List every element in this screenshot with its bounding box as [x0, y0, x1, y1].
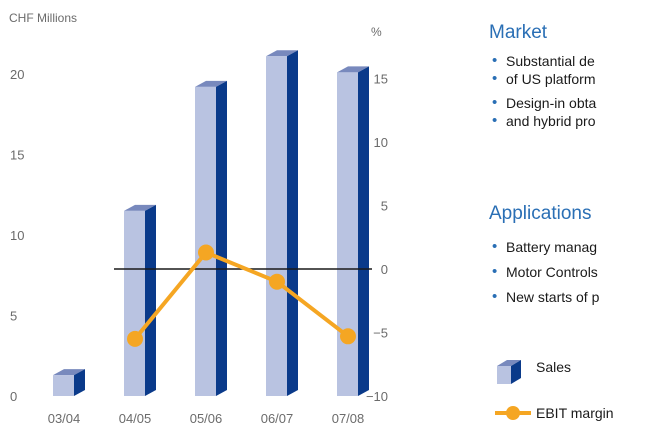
- legend-sales-swatch-icon: [497, 360, 521, 384]
- right-axis-tick-label: −5: [373, 326, 388, 341]
- x-axis-tick-label: 04/05: [119, 411, 152, 426]
- ebit-margin-point: [127, 330, 143, 347]
- sales-bar: [266, 56, 287, 396]
- left-axis-tick-label: 10: [10, 228, 24, 243]
- market-list: Substantial de of US platform Design-in …: [489, 52, 645, 136]
- sales-bar-top: [124, 204, 156, 211]
- right-axis-tick-label: 15: [374, 72, 388, 87]
- applications-item: New starts of p: [489, 288, 645, 306]
- applications-item: Battery manag: [489, 238, 645, 256]
- market-heading: Market: [489, 22, 548, 43]
- right-axis-tick-label: 5: [381, 199, 388, 214]
- ebit-margin-point: [340, 328, 356, 345]
- sales-bar-top: [337, 66, 369, 73]
- sales-bar-side: [145, 204, 156, 396]
- ebit-margin-line: [114, 244, 372, 347]
- sales-bar-top: [195, 80, 227, 87]
- legend-swatches: [495, 360, 531, 420]
- sales-bars: [53, 50, 369, 396]
- sales-bar-side: [74, 369, 85, 396]
- legend-ebit-label: EBIT margin: [536, 405, 614, 421]
- legend-ebit-swatch-icon: [495, 406, 531, 420]
- sales-bar: [337, 72, 358, 396]
- x-axis-tick-label: 06/07: [261, 411, 294, 426]
- ebit-margin-series-line: [133, 250, 350, 341]
- sales-bar: [53, 375, 74, 396]
- sales-bar: [195, 86, 216, 396]
- x-axis-tick-label: 05/06: [190, 411, 223, 426]
- left-axis-tick-label: 20: [10, 67, 24, 82]
- right-axis-tick-label: 0: [381, 262, 388, 277]
- market-item: Design-in obta: [489, 94, 645, 112]
- left-axis-tick-label: 0: [10, 389, 17, 404]
- x-axis-tick-label: 03/04: [48, 411, 81, 426]
- market-item: of US platform: [489, 70, 645, 88]
- sales-bar-side: [216, 80, 227, 396]
- sales-bar: [124, 210, 145, 396]
- info-panel: Market Substantial de of US platform Des…: [480, 18, 645, 418]
- applications-list: Battery manag Motor Controls New starts …: [489, 238, 645, 313]
- sales-bar-side: [358, 66, 369, 396]
- right-axis-tick-label: −10: [366, 389, 388, 404]
- market-item: and hybrid pro: [489, 112, 645, 130]
- left-axis-tick-label: 15: [10, 148, 24, 163]
- ebit-margin-point: [198, 244, 214, 261]
- left-axis-tick-label: 5: [10, 309, 17, 324]
- right-axis-tick-label: 10: [374, 135, 388, 150]
- sales-bar-side: [287, 50, 298, 396]
- sales-bar-top: [266, 50, 298, 57]
- market-item: Substantial de: [489, 52, 645, 70]
- chart-axes: CHF Millions % 0 5 10 15 20 −10 −5 0 5 10 15 03/04 0…: [9, 11, 388, 426]
- left-axis-unit: CHF Millions: [9, 11, 77, 25]
- x-axis-tick-label: 07/08: [332, 411, 365, 426]
- legend-sales-label: Sales: [536, 359, 572, 375]
- applications-item: Motor Controls: [489, 263, 645, 281]
- sales-ebit-chart: CHF Millions % 0 5 10 15 20 −10 −5 0 5 10 15 03/04 0…: [9, 11, 388, 426]
- right-axis-unit: %: [371, 25, 382, 39]
- sales-bar-top: [53, 369, 85, 376]
- ebit-margin-point: [269, 273, 285, 290]
- applications-heading: Applications: [489, 203, 592, 224]
